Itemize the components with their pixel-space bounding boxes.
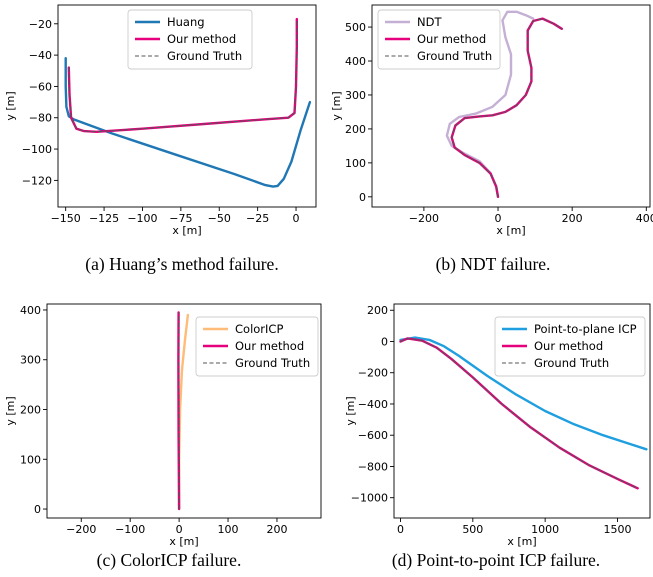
legend-box-c <box>195 316 319 377</box>
x-tick-label-c-2: 0 <box>176 523 183 536</box>
legend-label-b-0: NDT <box>417 15 442 29</box>
y-tick-label-b-1: 100 <box>345 157 366 170</box>
legend-label-d-2: Ground Truth <box>534 356 609 370</box>
legend-label-d-0: Point-to-plane ICP <box>534 322 637 336</box>
axes-frame-b <box>371 4 651 208</box>
legend-label-b-1: Our method <box>417 32 486 46</box>
legend-label-a-1: Our method <box>167 32 236 46</box>
x-tick-label-c-3: 100 <box>218 523 239 536</box>
y-axis-label-a: y [m] <box>4 91 17 120</box>
y-axis-label-c: y [m] <box>4 396 17 425</box>
y-tick-label-a-1: −100 <box>22 143 52 156</box>
x-tick-label-c-0: −200 <box>66 523 96 536</box>
x-tick-label-b-3: 400 <box>636 212 653 225</box>
y-tick-label-a-0: −120 <box>22 174 52 187</box>
legend-label-a-2: Ground Truth <box>167 49 242 63</box>
chart-panel-c: −200 −100 0 100 200 0 100 200 300 400 x [m] y [m] Co… <box>4 303 322 548</box>
x-tick-label-b-0: −200 <box>409 212 439 225</box>
y-tick-label-a-4: −40 <box>29 49 52 62</box>
x-tick-label-a-0: −150 <box>51 212 81 225</box>
y-tick-label-c-1: 100 <box>20 453 41 466</box>
x-tick-label-a-5: −25 <box>246 212 269 225</box>
chart-panel-a: −150 −125 −100 −75 −50 −25 0 −120 −100 −80 −60 −40 −… <box>4 4 317 237</box>
y-tick-label-a-2: −80 <box>29 112 52 125</box>
x-axis-label-a: x [m] <box>172 224 201 237</box>
series-line-b-0 <box>445 10 535 199</box>
series-line-d-2 <box>399 337 639 489</box>
y-tick-label-a-5: −20 <box>29 18 52 31</box>
y-tick-label-d-3: −400 <box>358 398 388 411</box>
x-tick-label-a-4: −50 <box>208 212 231 225</box>
y-tick-label-d-6: 200 <box>367 304 388 317</box>
x-tick-label-d-1: 500 <box>462 523 483 536</box>
chart-panel-d: 0 500 1000 1500 −1000 −800 −600 −400 −200 0 200 x [… <box>344 303 651 548</box>
series-line-a-0 <box>64 57 312 188</box>
legend-label-d-1: Our method <box>534 339 603 353</box>
y-tick-label-c-4: 400 <box>20 304 41 317</box>
legend-label-b-2: Ground Truth <box>417 49 492 63</box>
legend-label-c-2: Ground Truth <box>235 356 310 370</box>
y-tick-label-d-0: −1000 <box>351 492 388 505</box>
legend-box-d <box>494 316 646 377</box>
x-axis-label-b: x [m] <box>496 224 525 237</box>
y-tick-label-c-2: 200 <box>20 404 41 417</box>
x-tick-label-a-3: −75 <box>169 212 192 225</box>
series-line-c-0 <box>177 313 190 511</box>
y-tick-label-b-0: 0 <box>359 191 366 204</box>
caption-b: (b) NDT failure. <box>436 254 551 274</box>
y-tick-label-b-3: 300 <box>345 89 366 102</box>
x-tick-label-a-1: −125 <box>89 212 119 225</box>
axes-frame-a <box>57 4 317 208</box>
chart-panel-b: −200 0 200 400 0 100 200 300 400 500 x [m] y [m] NDT… <box>330 4 653 237</box>
y-tick-label-d-2: −600 <box>358 429 388 442</box>
series-line-a-2 <box>68 18 298 133</box>
y-tick-label-d-5: 0 <box>381 335 388 348</box>
x-tick-label-b-1: 0 <box>495 212 502 225</box>
x-tick-label-b-2: 200 <box>562 212 583 225</box>
legend-label-c-1: Our method <box>235 339 304 353</box>
axes-frame-c <box>46 303 322 519</box>
x-tick-label-c-1: −100 <box>115 523 145 536</box>
series-line-c-2 <box>177 311 180 510</box>
y-tick-label-d-4: −200 <box>358 367 388 380</box>
x-axis-label-d: x [m] <box>507 535 536 548</box>
x-tick-label-d-3: 1500 <box>603 523 631 536</box>
legend-box-a <box>127 9 253 70</box>
series-line-d-0 <box>399 336 648 451</box>
legend-label-c-0: ColorICP <box>235 322 283 336</box>
series-line-b-2 <box>451 18 563 198</box>
legend-label-a-0: Huang <box>167 15 205 29</box>
caption-d: (d) Point-to-point ICP failure. <box>392 550 600 570</box>
x-tick-label-c-4: 200 <box>266 523 287 536</box>
y-tick-label-c-3: 300 <box>20 354 41 367</box>
y-tick-label-a-3: −60 <box>29 80 52 93</box>
y-tick-label-b-4: 400 <box>345 55 366 68</box>
caption-c: (c) ColorICP failure. <box>97 550 242 570</box>
x-tick-label-d-0: 0 <box>397 523 404 536</box>
y-axis-label-b: y [m] <box>330 91 343 120</box>
x-axis-label-c: x [m] <box>169 535 198 548</box>
y-tick-label-b-2: 200 <box>345 123 366 136</box>
y-tick-label-c-0: 0 <box>34 503 41 516</box>
y-tick-label-b-5: 500 <box>345 21 366 34</box>
y-tick-label-d-1: −800 <box>358 460 388 473</box>
axes-frame-d <box>393 303 651 519</box>
caption-a: (a) Huang’s method failure. <box>85 254 278 274</box>
x-tick-label-a-6: 0 <box>293 212 300 225</box>
y-axis-label-d: y [m] <box>344 396 357 425</box>
x-tick-label-a-2: −100 <box>127 212 157 225</box>
legend-box-b <box>377 9 501 70</box>
x-tick-label-d-2: 1000 <box>531 523 559 536</box>
